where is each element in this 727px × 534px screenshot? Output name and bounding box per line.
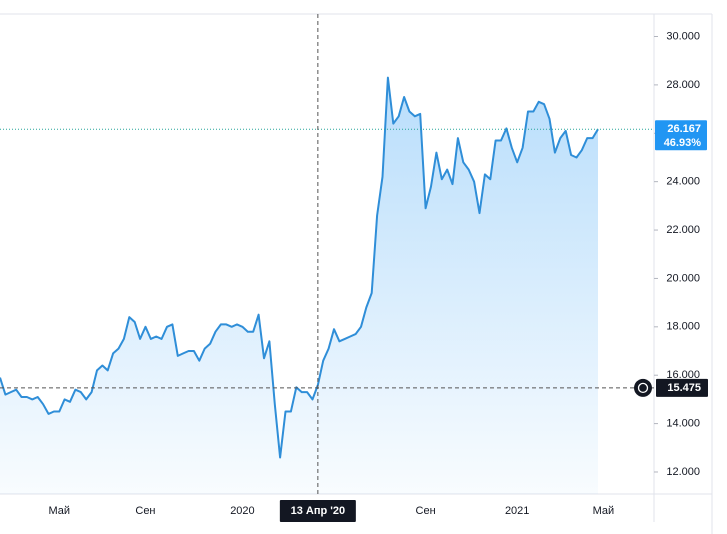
y-tick-label: 24.000 (666, 176, 700, 188)
y-tick-label: 12.000 (666, 466, 700, 478)
last-price-label: 26.167 (667, 123, 701, 135)
y-tick-label: 28.000 (666, 79, 700, 91)
alert-icon-face (637, 382, 649, 394)
x-tick-label: Сен (135, 505, 155, 517)
y-tick-label: 14.000 (666, 418, 700, 430)
last-price-box (655, 120, 707, 151)
price-line (0, 76, 599, 459)
area-fill (0, 77, 598, 494)
y-tick-label: 22.000 (666, 224, 700, 236)
y-tick-label: 18.000 (666, 321, 700, 333)
crosshair-date-box (279, 500, 356, 522)
crosshair-price-box (656, 378, 708, 397)
crosshair-price-label: 15.475 (667, 382, 701, 394)
y-tick-label: 20.000 (666, 272, 700, 284)
x-tick-label: 2021 (505, 505, 529, 517)
x-tick-label: Май (48, 505, 70, 517)
x-tick-label: Май (593, 505, 615, 517)
x-tick-label: Сен (416, 505, 436, 517)
y-tick-label: 16.000 (666, 369, 700, 381)
x-tick-label: 2020 (230, 505, 254, 517)
crosshair-date-label: 13 Апр '20 (291, 505, 346, 517)
y-tick-label: 30.000 (666, 30, 700, 42)
last-change-label: 46.93% (664, 137, 702, 149)
alert-icon (634, 378, 652, 397)
